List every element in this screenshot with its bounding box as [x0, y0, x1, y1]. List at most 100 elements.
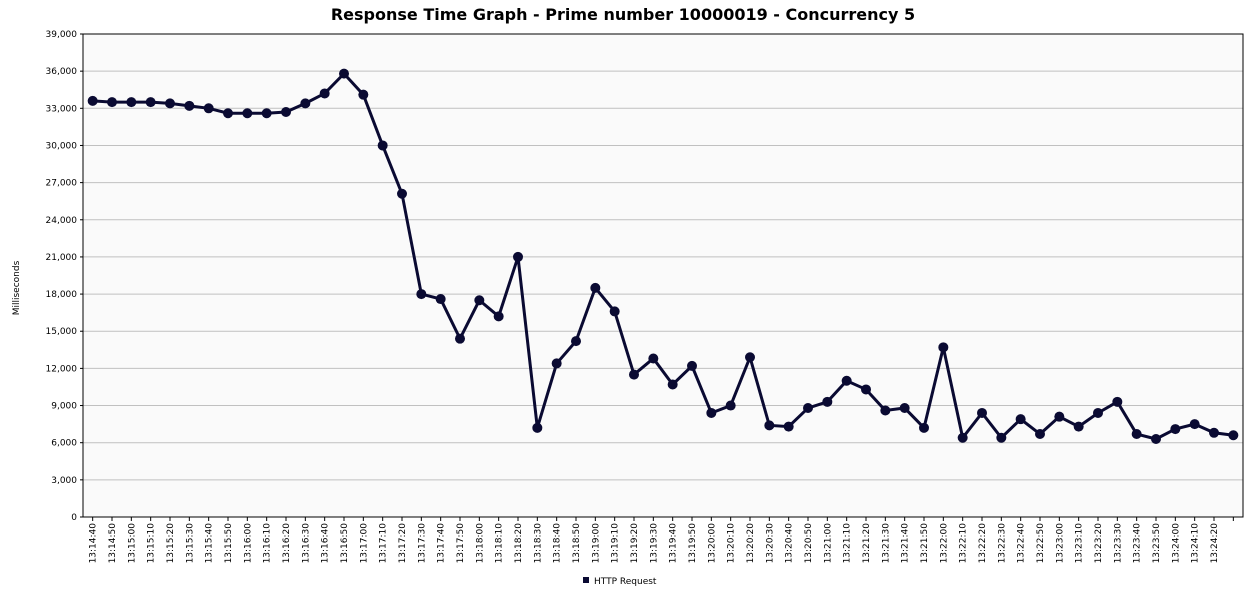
x-tick-label: 13:23:10 — [1075, 523, 1085, 564]
data-point — [1228, 430, 1239, 441]
data-point — [1035, 429, 1045, 440]
x-tick-label: 13:21:40 — [901, 523, 911, 564]
x-tick-label: 13:16:50 — [340, 523, 350, 564]
data-point — [957, 432, 968, 443]
data-point — [377, 140, 388, 151]
data-point — [861, 384, 871, 395]
x-tick-label: 13:16:00 — [243, 523, 253, 564]
data-point — [996, 432, 1007, 443]
x-tick-label: 13:21:50 — [920, 523, 930, 564]
y-tick-label: 9,000 — [51, 402, 77, 412]
x-tick-label: 13:23:40 — [1133, 523, 1143, 564]
y-tick-label: 3,000 — [51, 476, 77, 486]
data-point — [532, 422, 543, 433]
x-tick-label: 13:21:20 — [862, 523, 872, 564]
data-point — [571, 336, 581, 347]
data-point — [1112, 396, 1123, 407]
data-point — [513, 251, 523, 262]
data-point — [397, 188, 407, 199]
data-point — [493, 311, 504, 322]
x-tick-label: 13:21:30 — [881, 523, 891, 564]
data-point — [648, 353, 659, 364]
y-tick-label: 18,000 — [46, 290, 78, 300]
x-tick-label: 13:17:50 — [456, 523, 466, 564]
y-tick-label: 33,000 — [46, 104, 78, 114]
data-point — [1170, 424, 1181, 435]
x-tick-label: 13:21:00 — [823, 523, 833, 564]
data-point — [609, 306, 620, 317]
x-tick-label: 13:15:40 — [205, 523, 215, 564]
x-tick-label: 13:16:40 — [321, 523, 331, 564]
x-tick-label: 13:18:00 — [475, 523, 485, 564]
data-point — [938, 342, 949, 353]
data-point — [725, 400, 736, 411]
x-tick-label: 13:23:50 — [1152, 523, 1162, 564]
y-tick-label: 39,000 — [46, 30, 78, 40]
x-tick-label: 13:23:20 — [1094, 523, 1104, 564]
x-tick-label: 13:21:10 — [843, 523, 853, 564]
x-tick-label: 13:14:40 — [89, 523, 99, 564]
x-tick-label: 13:18:20 — [514, 523, 524, 564]
data-point — [919, 422, 929, 433]
x-tick-label: 13:18:10 — [495, 523, 505, 564]
data-point — [435, 294, 446, 305]
data-point — [281, 107, 291, 118]
data-point — [1131, 429, 1142, 440]
legend: HTTP Request — [583, 577, 657, 587]
y-tick-label: 0 — [71, 513, 77, 523]
data-point — [803, 403, 813, 414]
data-point — [667, 379, 678, 390]
x-tick-label: 13:23:00 — [1055, 523, 1065, 564]
x-tick-label: 13:16:30 — [301, 523, 311, 564]
x-tick-label: 13:17:00 — [359, 523, 369, 564]
data-point — [145, 97, 156, 108]
data-point — [1054, 411, 1065, 422]
x-tick-label: 13:17:40 — [437, 523, 447, 564]
x-tick-label: 13:22:40 — [1017, 523, 1027, 564]
data-point — [300, 98, 311, 109]
x-tick-label: 13:20:10 — [727, 523, 737, 564]
plot-area — [83, 34, 1243, 517]
x-tick-label: 13:17:20 — [398, 523, 408, 564]
x-tick-label: 13:24:20 — [1210, 523, 1220, 564]
x-tick-label: 13:15:50 — [224, 523, 234, 564]
x-tick-label: 13:19:00 — [591, 523, 601, 564]
x-tick-label: 13:16:20 — [282, 523, 292, 564]
x-tick-label: 13:24:10 — [1191, 523, 1201, 564]
legend-swatch — [583, 577, 589, 583]
data-point — [629, 369, 639, 380]
y-tick-label: 27,000 — [46, 179, 78, 189]
data-point — [822, 396, 833, 407]
data-point — [977, 407, 987, 418]
data-point — [203, 103, 214, 114]
x-tick-label: 13:16:10 — [263, 523, 273, 564]
data-point — [1209, 427, 1219, 438]
x-tick-label: 13:19:40 — [669, 523, 679, 564]
x-tick-label: 13:20:30 — [765, 523, 775, 564]
data-point — [590, 282, 601, 293]
x-tick-label: 13:15:30 — [185, 523, 195, 564]
data-point — [87, 95, 98, 106]
y-tick-label: 6,000 — [51, 439, 77, 449]
data-point — [551, 358, 562, 369]
x-tick-label: 13:15:00 — [127, 523, 137, 564]
data-point — [764, 420, 775, 431]
data-point — [745, 352, 755, 363]
x-tick-label: 13:20:40 — [785, 523, 795, 564]
data-point — [416, 289, 427, 300]
data-point — [165, 98, 175, 109]
data-point — [1189, 419, 1200, 430]
x-tick-label: 13:18:40 — [553, 523, 563, 564]
x-tick-label: 13:15:20 — [166, 523, 176, 564]
x-tick-label: 13:19:10 — [611, 523, 621, 564]
x-tick-label: 13:17:10 — [379, 523, 389, 564]
x-tick-label: 13:19:20 — [630, 523, 640, 564]
data-point — [474, 295, 485, 306]
data-point — [184, 100, 195, 111]
x-tick-label: 13:18:50 — [572, 523, 582, 564]
x-tick-label: 13:22:30 — [997, 523, 1007, 564]
x-tick-label: 13:19:50 — [688, 523, 698, 564]
data-point — [339, 68, 349, 79]
plot-border — [82, 33, 1244, 518]
